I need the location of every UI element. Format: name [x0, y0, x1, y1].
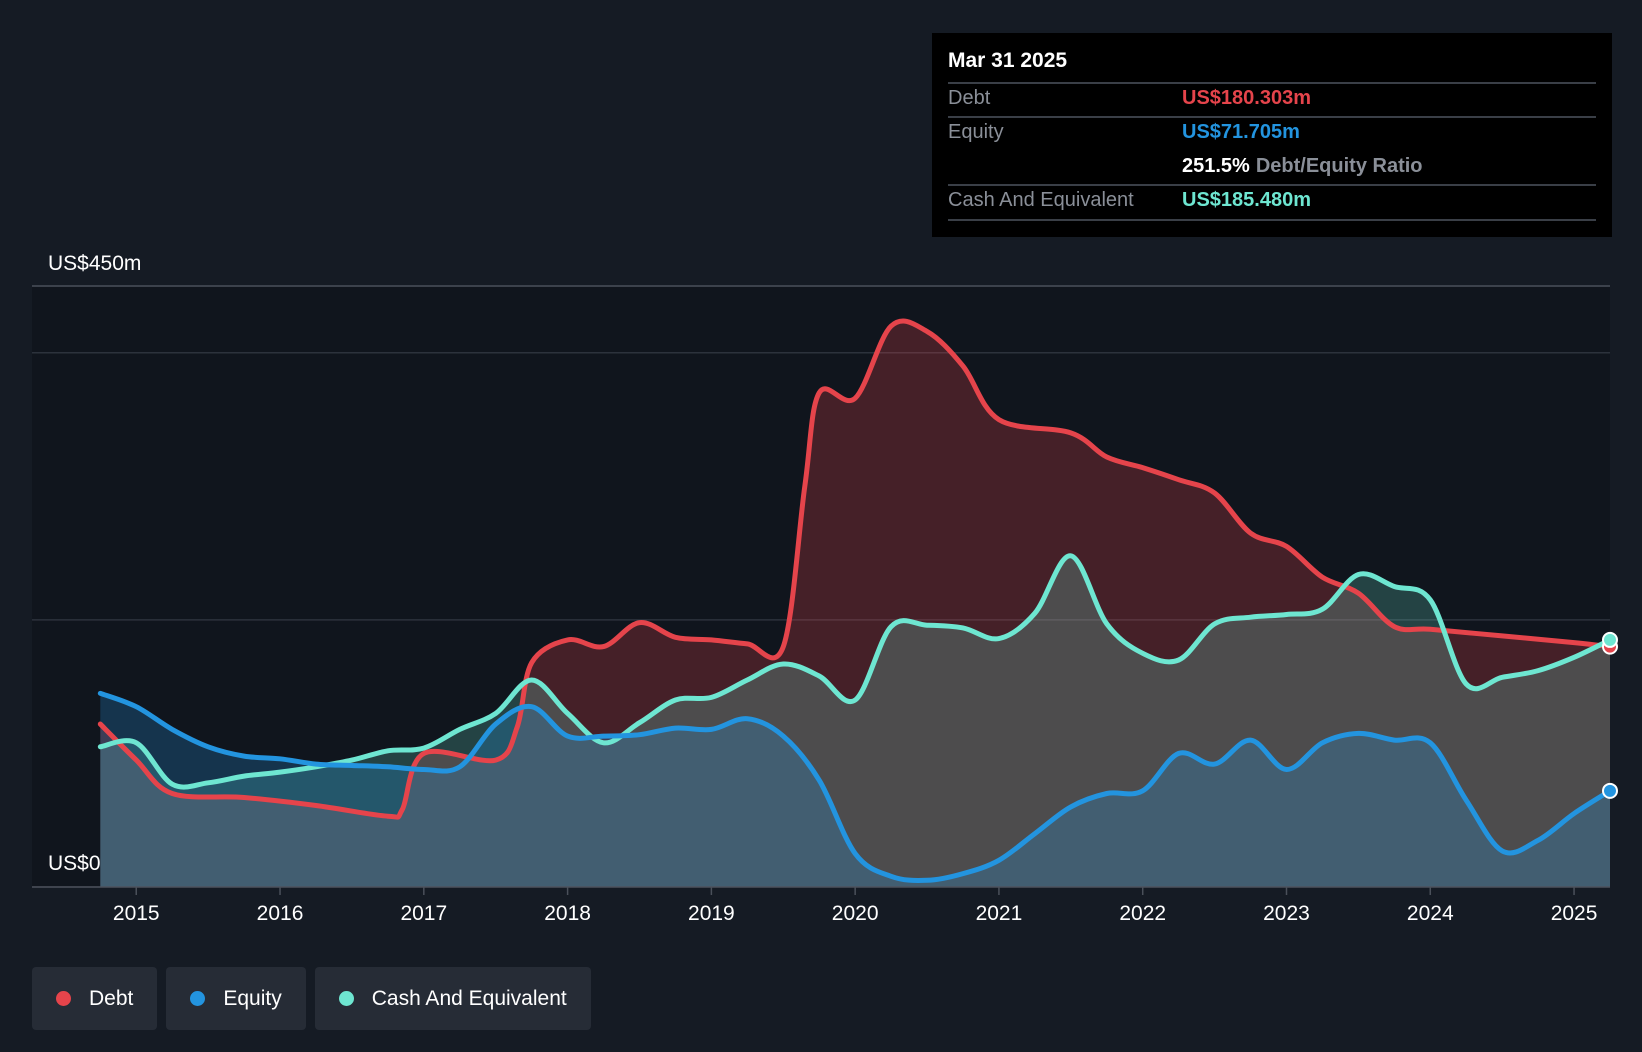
tooltip-cash-value: US$185.480m [1182, 189, 1311, 211]
equity-dot-icon [190, 991, 206, 1006]
y-axis-top-label: US$450m [48, 252, 141, 275]
tooltip-row-debt: Debt US$180.303m [948, 82, 1596, 116]
tooltip-divider [948, 116, 1596, 118]
legend-label-cash: Cash And Equivalent [371, 986, 567, 1010]
equity-end-marker [1602, 782, 1618, 799]
x-tick-label: 2016 [257, 902, 304, 925]
tooltip-divider [948, 82, 1596, 84]
x-tick-label: 2023 [1263, 902, 1310, 925]
tooltip-ratio-value: 251.5% [1182, 155, 1250, 177]
x-axis: 2015 2016 2017 2018 2019 2020 2021 2022 2023 2024… [32, 886, 1610, 925]
x-tick-label: 2017 [400, 902, 447, 925]
tooltip-ratio-label: Debt/Equity Ratio [1255, 155, 1423, 177]
cash-area [100, 555, 1611, 887]
end-markers [1602, 631, 1618, 799]
x-tick-label: 2024 [1407, 902, 1454, 925]
legend-item-debt[interactable]: Debt [32, 967, 158, 1030]
tooltip-divider [948, 184, 1596, 186]
tooltip-row-cash: Cash And Equivalent US$185.480m [948, 184, 1596, 218]
x-tick-label: 2015 [113, 902, 160, 925]
x-tick-label: 2018 [544, 902, 591, 925]
equity-area [100, 693, 1611, 887]
x-tick-label: 2021 [976, 902, 1023, 925]
y-axis-bottom-label: US$0 [48, 852, 101, 875]
tooltip-date: Mar 31 2025 [948, 49, 1068, 72]
x-tick-label: 2020 [832, 902, 879, 925]
tooltip-panel: Mar 31 2025 Debt US$180.303m Equity US$7… [932, 33, 1612, 237]
legend-item-equity[interactable]: Equity [166, 967, 306, 1030]
tooltip-ratio: 251.5% Debt/Equity Ratio [1182, 155, 1423, 178]
series-areas [100, 321, 1611, 887]
equity-line [97, 690, 1613, 884]
cash-end-marker [1602, 631, 1618, 648]
tooltip-row-ratio: 251.5% Debt/Equity Ratio [948, 150, 1596, 184]
legend: Debt Equity Cash And Equivalent [32, 967, 591, 1030]
debt-area [100, 321, 1611, 887]
cash-line [97, 553, 1613, 790]
legend-label-debt: Debt [89, 986, 134, 1010]
debt-dot-icon [56, 991, 71, 1006]
tooltip-equity-value: US$71.705m [1182, 121, 1300, 143]
tooltip-debt-label: Debt [948, 87, 991, 109]
tooltip-cash-label: Cash And Equivalent [948, 189, 1134, 211]
tooltip-debt-value: US$180.303m [1182, 87, 1311, 109]
debt-line [97, 318, 1613, 820]
legend-item-cash[interactable]: Cash And Equivalent [314, 967, 591, 1030]
x-tick-label: 2025 [1551, 902, 1598, 925]
series-lines [97, 318, 1613, 884]
tooltip-divider [948, 219, 1596, 221]
legend-label-equity: Equity [223, 986, 282, 1010]
tooltip-equity-label: Equity [948, 121, 1004, 143]
x-tick-label: 2019 [688, 902, 735, 925]
tooltip-row-equity: Equity US$71.705m [948, 116, 1596, 150]
x-tick-label: 2022 [1119, 902, 1166, 925]
cash-dot-icon [338, 991, 354, 1006]
